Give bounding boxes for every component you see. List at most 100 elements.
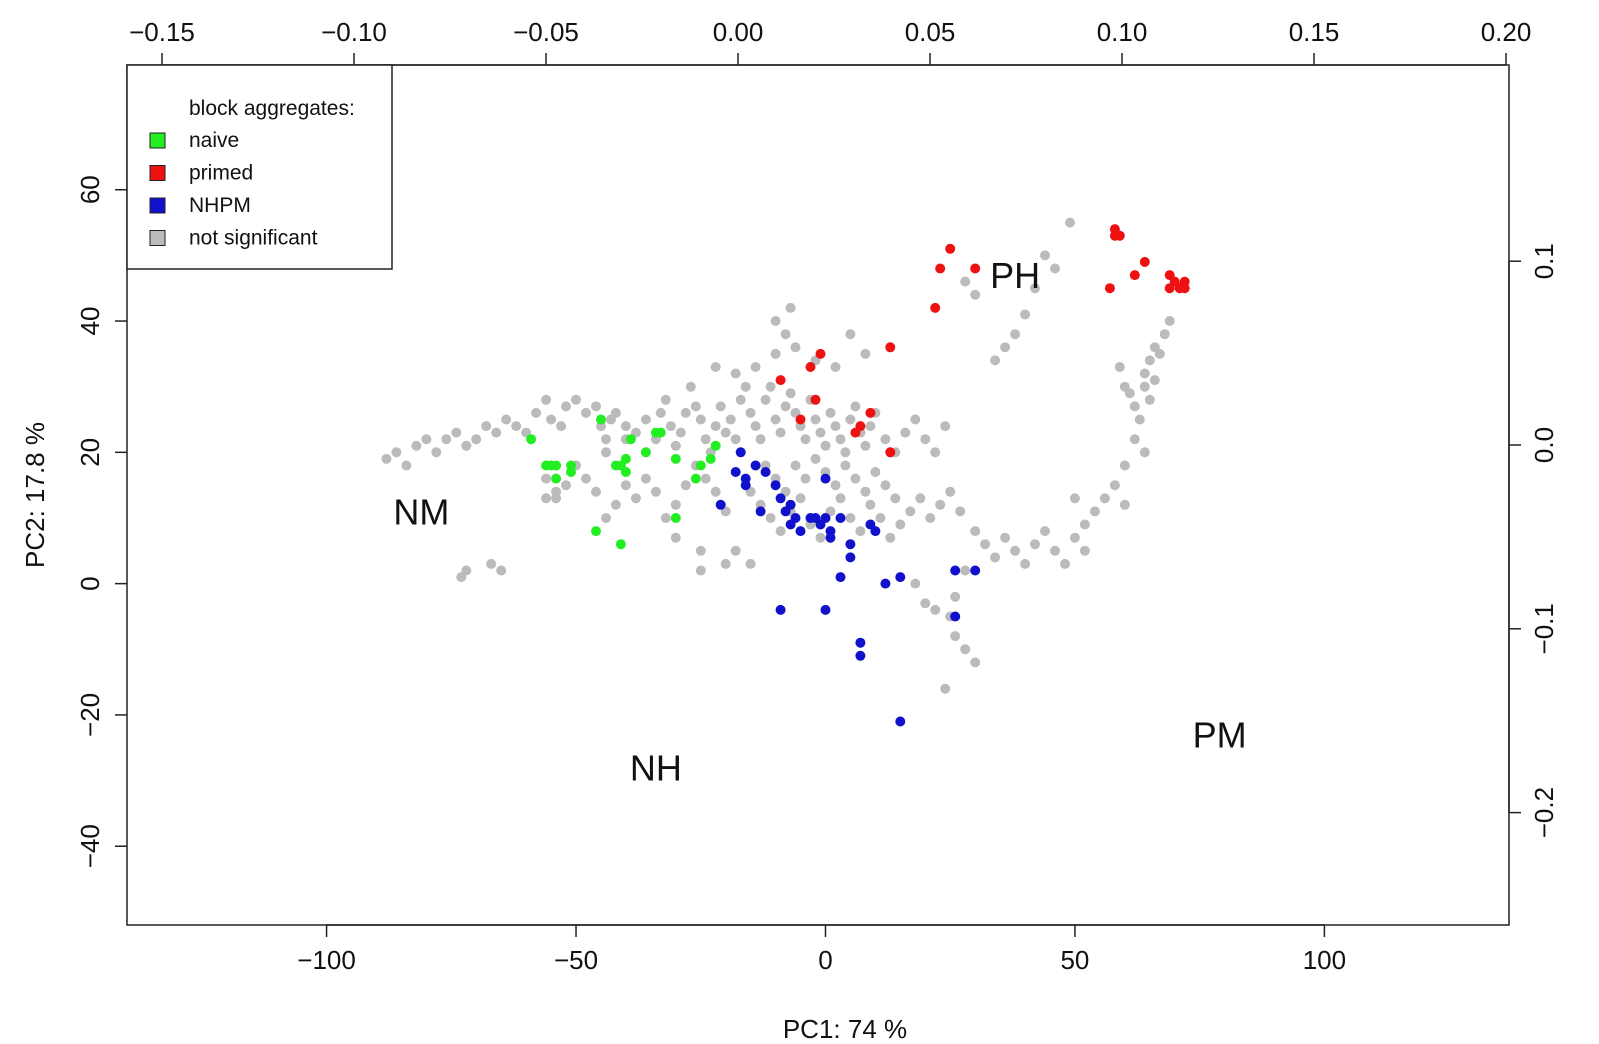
data-point	[620, 480, 631, 491]
data-point	[1139, 447, 1150, 458]
data-point	[715, 499, 726, 510]
data-point	[810, 394, 821, 405]
data-point	[920, 434, 931, 445]
data-point	[955, 506, 966, 517]
data-point	[640, 447, 651, 458]
data-point	[1124, 388, 1135, 399]
data-point	[1099, 493, 1110, 504]
data-point	[945, 486, 956, 497]
data-point	[760, 394, 771, 405]
legend-entry-label: naive	[189, 129, 239, 152]
data-point	[381, 453, 392, 464]
data-point	[461, 440, 472, 451]
data-point	[910, 414, 921, 425]
data-point	[830, 480, 841, 491]
data-point	[830, 421, 841, 432]
legend-swatch	[149, 230, 166, 246]
data-point	[760, 467, 771, 477]
data-point	[431, 447, 442, 458]
x-tick-label: 0	[818, 945, 832, 975]
data-point	[1144, 355, 1155, 366]
data-point	[835, 434, 846, 445]
data-point	[850, 401, 861, 412]
data-point	[601, 447, 611, 458]
data-point	[730, 467, 741, 477]
data-point	[620, 467, 631, 477]
data-point	[845, 513, 856, 523]
data-point	[855, 650, 866, 661]
data-point	[541, 394, 552, 405]
data-point	[1050, 545, 1060, 556]
data-point	[735, 447, 746, 458]
data-point	[655, 427, 666, 438]
points-layer	[381, 217, 1190, 727]
top-tick-label: 0.20	[1481, 17, 1532, 47]
data-point	[795, 414, 806, 425]
data-point	[650, 486, 661, 497]
data-point	[471, 434, 482, 445]
data-point	[1164, 283, 1175, 294]
data-point	[451, 427, 462, 438]
legend-title: block aggregates:	[189, 97, 355, 120]
data-point	[930, 604, 941, 615]
data-point	[845, 539, 856, 550]
data-point	[1104, 283, 1115, 294]
data-point	[571, 394, 581, 405]
data-point	[755, 506, 766, 517]
data-point	[1149, 375, 1160, 386]
data-point	[775, 493, 786, 504]
data-point	[1139, 256, 1150, 267]
top-tick-label: −0.10	[321, 17, 387, 47]
data-point	[855, 421, 866, 432]
data-point	[835, 513, 846, 523]
region-label-pm: PM	[1193, 715, 1247, 756]
data-point	[486, 558, 497, 569]
data-point	[601, 434, 611, 445]
data-point	[780, 506, 791, 517]
data-point	[1154, 348, 1165, 359]
data-point	[855, 526, 866, 537]
right-tick-label: 0.0	[1529, 427, 1559, 463]
legend: block aggregates: naive primed NHPM not sign…	[126, 64, 393, 270]
data-point	[765, 513, 776, 523]
data-point	[556, 421, 567, 432]
data-point	[541, 493, 552, 504]
data-point	[795, 493, 806, 504]
x-tick-label: −50	[554, 945, 598, 975]
data-point	[785, 388, 796, 399]
data-point	[795, 526, 806, 537]
data-point	[670, 440, 681, 451]
data-point	[1065, 217, 1075, 228]
data-point	[710, 486, 721, 497]
data-point	[1134, 414, 1145, 425]
data-point	[561, 401, 571, 412]
data-point	[1129, 401, 1140, 412]
data-point	[591, 486, 601, 497]
data-point	[815, 348, 826, 359]
data-point	[615, 539, 626, 550]
data-point	[1129, 434, 1140, 445]
data-point	[970, 289, 981, 300]
data-point	[860, 440, 871, 451]
right-tick-label: 0.1	[1529, 243, 1559, 279]
y-tick-label: 0	[75, 576, 105, 590]
data-point	[695, 565, 706, 576]
data-point	[1164, 316, 1175, 326]
data-point	[501, 414, 512, 425]
data-point	[531, 407, 542, 418]
data-point	[670, 513, 681, 523]
data-point	[970, 526, 981, 537]
data-point	[970, 263, 981, 274]
data-point	[785, 519, 796, 530]
legend-box	[126, 64, 393, 270]
data-point	[845, 414, 856, 425]
data-point	[700, 473, 711, 484]
data-point	[1069, 532, 1080, 543]
data-point	[511, 421, 522, 432]
data-point	[990, 552, 1001, 563]
series-naive	[526, 414, 721, 550]
data-point	[596, 414, 606, 425]
data-point	[1109, 480, 1120, 491]
data-point	[750, 460, 761, 471]
data-point	[950, 565, 961, 576]
